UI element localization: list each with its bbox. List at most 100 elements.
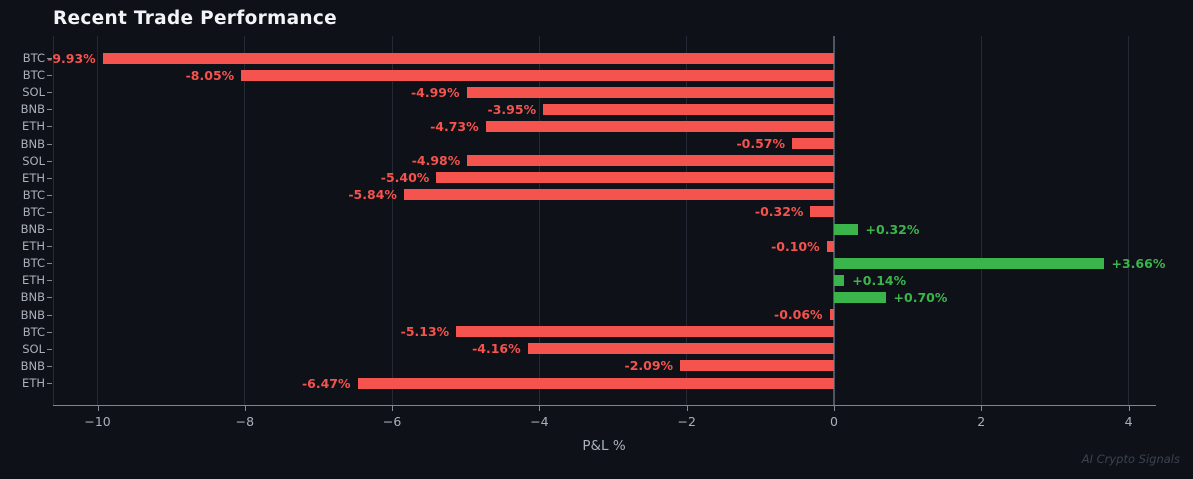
x-tick-mark--2 — [686, 406, 688, 411]
bar-btc-16 — [456, 326, 834, 338]
y-tick-mark — [47, 297, 52, 299]
y-tick-mark — [47, 280, 52, 282]
y-tick-mark — [47, 229, 52, 231]
y-tick-mark — [47, 58, 52, 59]
x-axis-title: P&L % — [582, 438, 626, 454]
x-tick-label-2: 2 — [977, 414, 986, 429]
y-tick-label-eth: ETH — [22, 376, 45, 390]
y-tick-label-eth: ETH — [22, 170, 45, 185]
bar-sol-2 — [466, 86, 834, 98]
bar-value-label: -3.95% — [487, 101, 537, 117]
y-tick-mark — [47, 126, 52, 128]
bar-eth-7 — [436, 172, 834, 184]
x-tick-mark--10 — [97, 406, 99, 411]
x-tick-mark--6 — [392, 406, 394, 411]
gridline-x--10 — [97, 36, 99, 405]
x-tick-label--10: −10 — [84, 414, 111, 429]
gridline-x--2 — [686, 36, 688, 405]
bar-value-label: -4.98% — [411, 153, 461, 169]
y-tick-label-btc: BTC — [22, 187, 45, 202]
bar-value-label: +0.32% — [865, 221, 920, 237]
y-tick-label-btc: BTC — [22, 68, 45, 83]
x-tick-label-0: 0 — [830, 414, 838, 429]
y-tick-label-bnb: BNB — [20, 136, 45, 151]
bar-value-label: +0.14% — [852, 272, 907, 288]
bar-value-label: -5.13% — [400, 324, 450, 340]
y-tick-mark — [47, 109, 52, 111]
bar-value-label: +0.70% — [893, 289, 948, 305]
x-tick-mark-0 — [833, 406, 835, 411]
y-tick-label-bnb: BNB — [20, 358, 45, 373]
bar-eth-13 — [833, 274, 845, 286]
bar-bnb-10 — [833, 223, 858, 235]
bar-value-label: -5.40% — [380, 170, 430, 186]
bar-btc-1 — [241, 69, 834, 81]
bar-sol-6 — [467, 155, 834, 167]
gridline-x--4 — [538, 36, 540, 405]
y-tick-label-eth: ETH — [22, 273, 45, 288]
y-tick-label-bnb: BNB — [20, 290, 45, 305]
bar-eth-4 — [485, 120, 834, 132]
bar-bnb-5 — [792, 138, 834, 150]
bar-value-label: -0.06% — [774, 307, 823, 323]
y-tick-mark — [47, 160, 52, 162]
bar-value-label: -4.16% — [472, 341, 521, 357]
x-tick-label--2: −2 — [677, 414, 696, 429]
chart-title: Recent Trade Performance — [53, 8, 337, 29]
bar-value-label: -9.93% — [47, 50, 96, 66]
bar-eth-19 — [357, 377, 834, 389]
y-tick-label-btc: BTC — [22, 204, 45, 219]
y-tick-label-sol: SOL — [22, 153, 45, 168]
bar-bnb-14 — [833, 291, 886, 303]
gridline-x-2 — [980, 36, 982, 405]
x-tick-mark--4 — [539, 406, 541, 411]
y-tick-label-sol: SOL — [22, 341, 45, 356]
zero-line — [832, 36, 835, 405]
bar-bnb-15 — [829, 309, 834, 321]
bar-value-label: +3.66% — [1111, 255, 1166, 271]
bar-btc-0 — [102, 52, 834, 64]
x-tick-label--8: −8 — [235, 414, 255, 429]
bar-value-label: -0.10% — [771, 238, 820, 254]
y-tick-label-sol: SOL — [22, 85, 45, 100]
bar-value-label: -4.99% — [410, 84, 460, 100]
bar-bnb-18 — [680, 360, 834, 372]
bar-value-label: -2.09% — [624, 358, 674, 374]
bar-btc-8 — [403, 189, 834, 201]
gridline-x--6 — [391, 36, 393, 405]
y-tick-label-btc: BTC — [22, 256, 45, 271]
bar-btc-9 — [810, 206, 834, 218]
y-tick-label-eth: ETH — [22, 239, 45, 254]
bar-value-label: -0.32% — [754, 204, 804, 220]
y-tick-mark — [47, 246, 52, 248]
y-tick-label-bnb: BNB — [20, 307, 45, 322]
y-tick-mark — [47, 75, 52, 77]
y-tick-mark — [47, 92, 52, 94]
x-tick-mark-4 — [1128, 406, 1130, 411]
y-tick-label-bnb: BNB — [20, 102, 45, 117]
y-tick-mark — [47, 177, 52, 179]
y-tick-mark — [47, 383, 52, 384]
bar-value-label: -4.73% — [430, 118, 479, 134]
y-tick-mark — [47, 331, 52, 333]
y-tick-label-btc: BTC — [22, 324, 45, 339]
y-tick-mark — [47, 143, 52, 145]
y-tick-mark — [47, 211, 52, 213]
bar-value-label: -8.05% — [185, 67, 235, 83]
x-tick-label--4: −4 — [530, 414, 549, 429]
gridline-x--8 — [244, 36, 246, 405]
y-tick-mark — [47, 348, 52, 350]
x-axis-line — [53, 405, 1156, 406]
y-tick-mark — [47, 194, 52, 196]
y-tick-label-eth: ETH — [22, 119, 45, 134]
y-tick-mark — [47, 263, 52, 265]
bar-btc-12 — [833, 257, 1104, 269]
watermark-text: AI Crypto Signals — [1081, 452, 1180, 466]
y-tick-mark — [47, 365, 52, 367]
bar-eth-11 — [826, 240, 834, 252]
x-tick-label-4: 4 — [1124, 414, 1133, 429]
gridline-x-4 — [1128, 36, 1130, 405]
bar-value-label: -5.84% — [348, 187, 397, 203]
bar-bnb-3 — [543, 103, 834, 115]
